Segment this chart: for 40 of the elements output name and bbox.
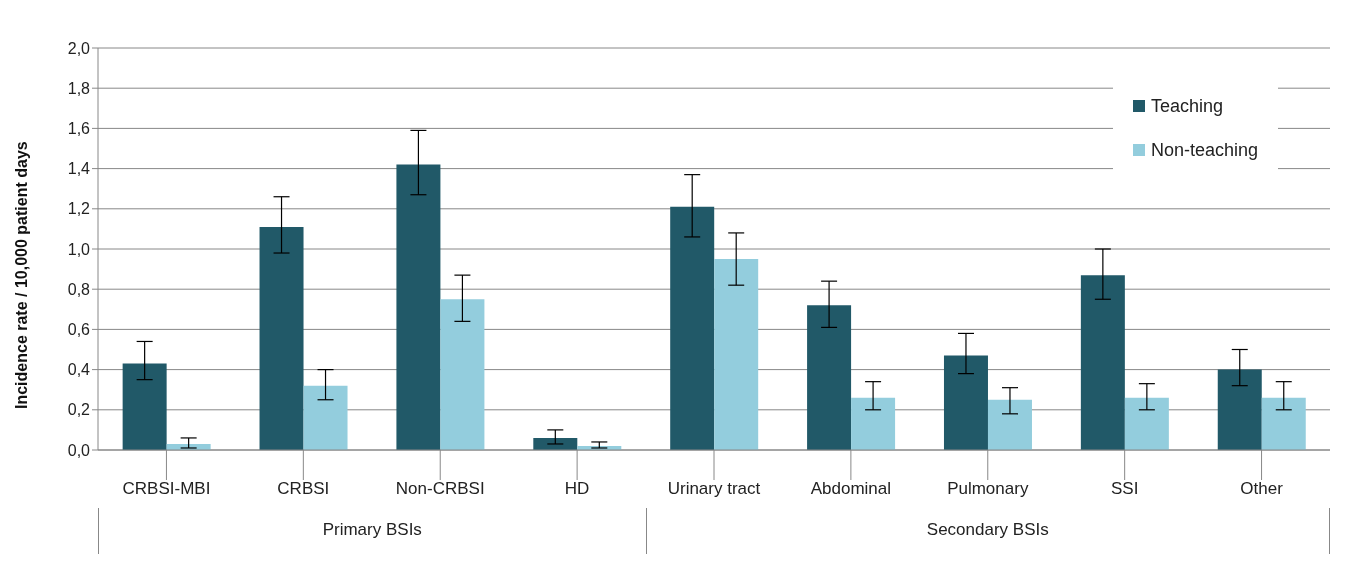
bar — [122, 363, 167, 450]
y-tick-label: 1,6 — [67, 120, 91, 138]
y-tick-label: 2,0 — [67, 39, 91, 57]
y-axis-title: Incidence rate / 10,000 patient days — [12, 141, 30, 409]
text: Secondary BSIs — [645, 508, 1330, 554]
y-tick-label: 0,6 — [67, 321, 91, 339]
y-tick-label: 1,0 — [67, 240, 91, 258]
x-tick-label: Abdominal — [810, 479, 892, 499]
text: Primary BSIs — [98, 508, 646, 554]
legend-label: Non-teaching — [1150, 139, 1258, 161]
y-tick-label: 0,4 — [67, 361, 91, 379]
x-tick-label: Other — [1240, 479, 1284, 499]
bar — [303, 385, 348, 450]
y-tick-label: 1,2 — [67, 200, 91, 218]
bar — [714, 259, 759, 450]
x-tick-label: CRBSI — [277, 479, 330, 499]
y-tick-label: 1,4 — [67, 160, 91, 178]
x-tick-label: Urinary tract — [667, 479, 761, 499]
bar — [259, 226, 304, 450]
y-tick-label: 0,0 — [67, 441, 91, 459]
bar — [670, 206, 715, 450]
bar — [396, 164, 441, 450]
y-tick-label: 0,2 — [67, 401, 91, 419]
bar — [1080, 275, 1125, 450]
bar — [1261, 397, 1306, 450]
bar — [1217, 369, 1262, 450]
x-tick-label: SSI — [1110, 479, 1139, 499]
y-tick-label: 1,8 — [67, 79, 91, 97]
legend-label: Teaching — [1150, 95, 1223, 117]
bar — [987, 399, 1032, 450]
x-tick-label: Non-CRBSI — [395, 479, 485, 499]
x-tick-label: CRBSI-MBI — [122, 479, 211, 499]
bar — [440, 299, 485, 450]
bar — [943, 355, 988, 450]
bar — [1124, 397, 1169, 450]
bar — [851, 397, 896, 450]
x-tick-label: HD — [564, 479, 590, 499]
y-tick-label: 0,8 — [67, 280, 91, 298]
bar — [807, 305, 852, 450]
x-tick-label: Pulmonary — [947, 479, 1029, 499]
